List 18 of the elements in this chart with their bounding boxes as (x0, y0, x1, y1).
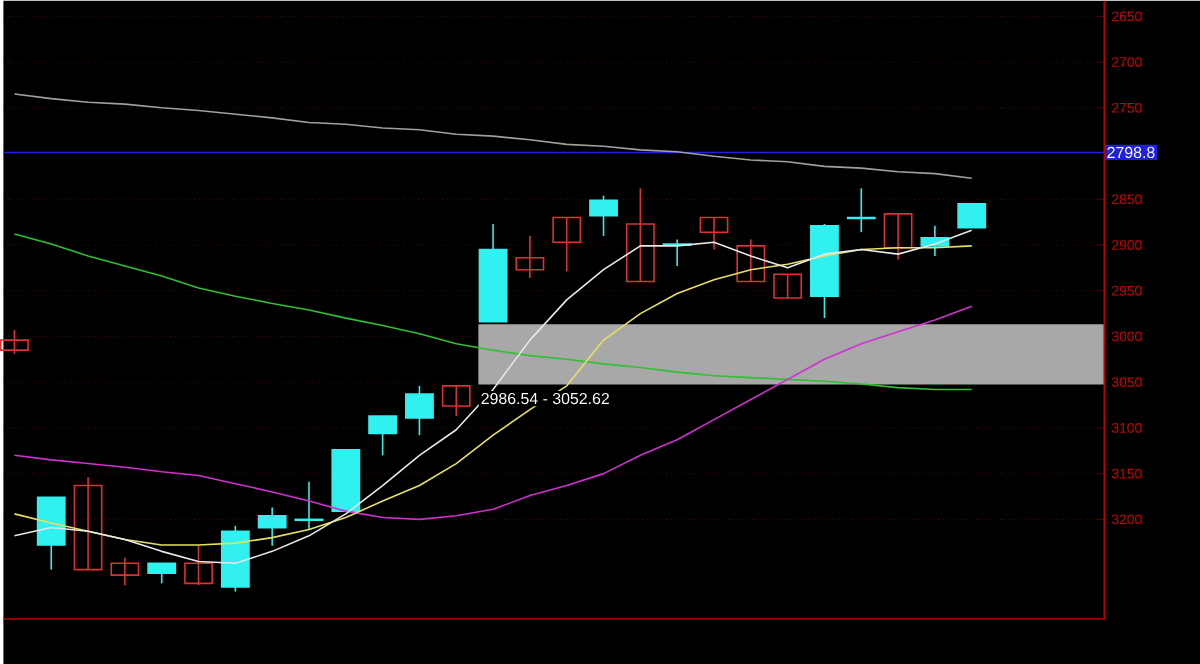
candlestick (589, 194, 618, 237)
candlestick (552, 216, 582, 272)
candlestick (405, 384, 434, 436)
candlestick (0, 328, 29, 355)
candlestick (257, 506, 287, 547)
candlestick (110, 556, 140, 586)
candlestick (73, 476, 103, 571)
candlestick (441, 384, 471, 417)
candlestick (625, 187, 655, 282)
candlestick (368, 414, 398, 456)
candlestick (957, 202, 987, 228)
candlestick (184, 544, 213, 586)
candlestick (147, 562, 177, 584)
candlestick (773, 273, 803, 299)
candlestick (736, 238, 766, 282)
candlestick (36, 496, 66, 571)
candlestick (515, 234, 545, 279)
candlestick (699, 216, 729, 250)
